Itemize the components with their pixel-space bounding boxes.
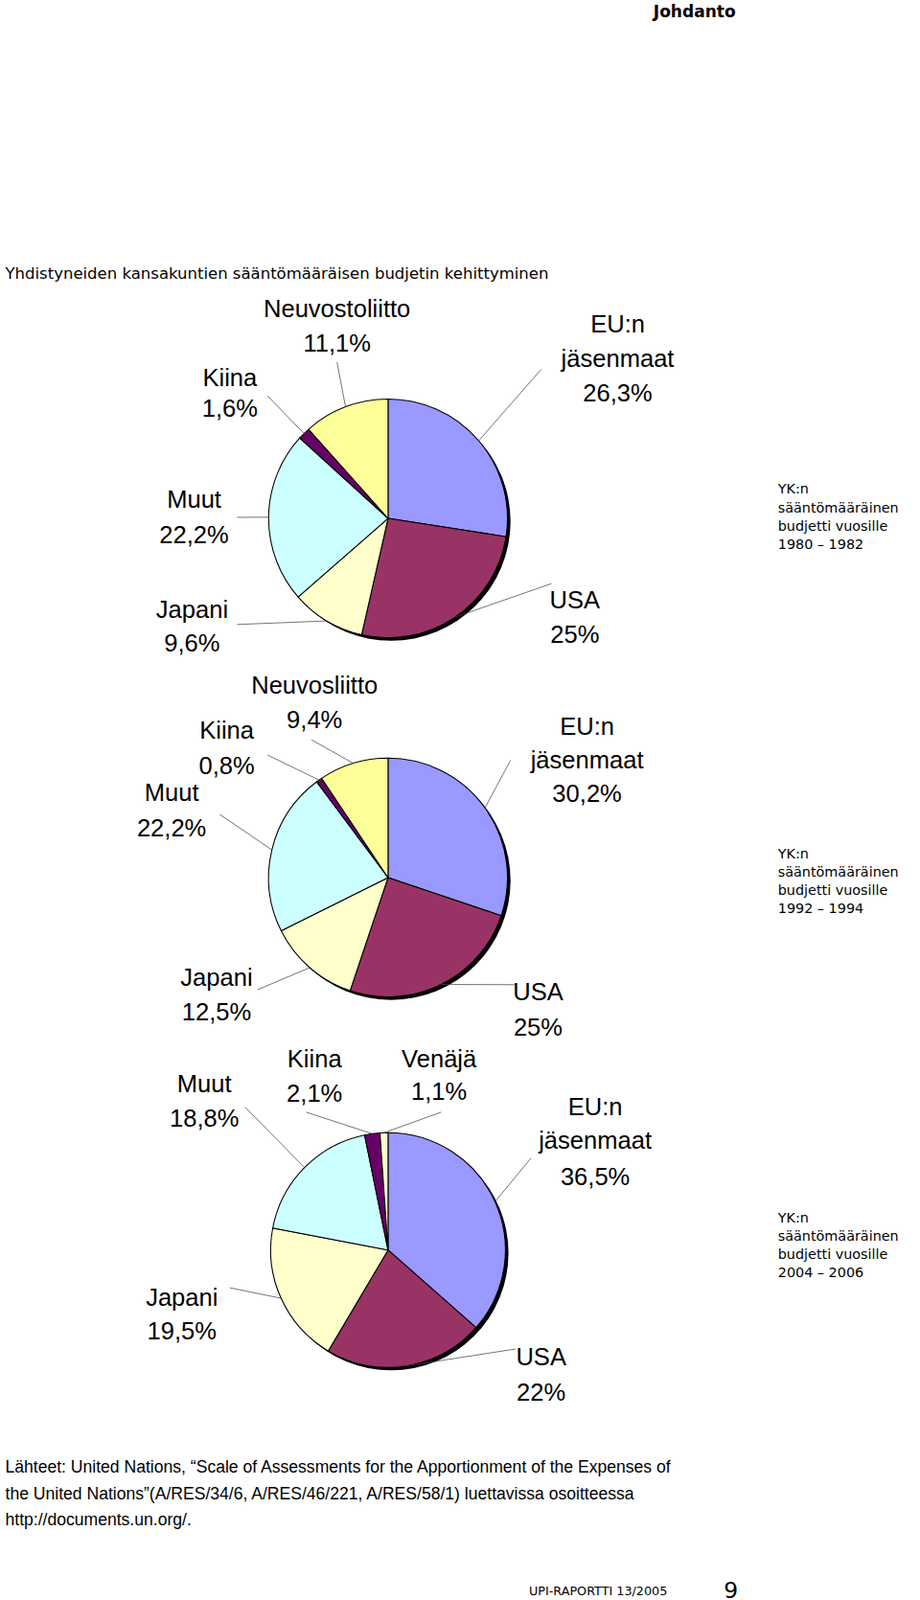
slice-label: Muut <box>166 485 222 513</box>
source-note: Lähteet: United Nations, “Scale of Asses… <box>5 1457 671 1530</box>
slice-label: Muut <box>144 779 200 806</box>
leader-line <box>245 1107 305 1169</box>
pie-chart <box>268 758 510 1000</box>
pie-slice <box>364 1132 388 1250</box>
leader-line <box>479 369 542 441</box>
leader-line <box>455 583 552 618</box>
slice-value: 11,1% <box>302 329 371 357</box>
slice-value: 25% <box>550 621 599 648</box>
slice-value: 18,8% <box>169 1104 239 1132</box>
page-number: 9 <box>723 1577 738 1600</box>
leader-line <box>267 395 304 434</box>
slice-label: EU:njäsenmaat <box>560 310 675 372</box>
leader-line <box>236 621 327 625</box>
slice-value: 22,2% <box>159 521 229 549</box>
leader-line <box>495 1158 531 1202</box>
footer: UPI-RAPORTTI 13/2005 <box>529 1584 667 1599</box>
slice-value: 22% <box>516 1379 566 1406</box>
slice-label: Kiina <box>202 364 258 391</box>
chart-title: YK:nsääntömääräinenbudjetti vuosille2004… <box>777 1210 899 1282</box>
page: Johdanto Yhdistyneiden kansakuntien säänt… <box>0 0 920 1600</box>
slice-label: USA <box>550 586 601 614</box>
leader-line <box>440 984 516 986</box>
chart-title: YK:nsääntömääräinenbudjetti vuosille1992… <box>777 846 899 918</box>
slice-value: 1,6% <box>202 394 258 422</box>
slice-label: USA <box>515 1343 567 1371</box>
leader-line <box>230 1288 281 1299</box>
leader-line <box>384 1112 442 1133</box>
slice-value: 36,5% <box>560 1163 630 1191</box>
leader-line <box>484 759 511 808</box>
slice-value: 1,1% <box>411 1078 467 1105</box>
slice-value: 12,5% <box>182 998 252 1026</box>
leader-line <box>236 516 269 518</box>
slice-value: 19,5% <box>147 1317 217 1345</box>
leader-line <box>267 755 320 781</box>
slice-label: Kiina <box>287 1045 344 1073</box>
leader-line <box>219 814 273 851</box>
slice-label: Kiina <box>199 716 255 744</box>
slice-label: USA <box>512 978 564 1006</box>
pie-slice <box>379 1132 388 1250</box>
slice-value: 9,4% <box>286 706 343 734</box>
slice-value: 22,2% <box>137 814 207 842</box>
leader-line <box>306 1112 373 1134</box>
pie-slice <box>322 758 389 878</box>
slice-label: Muut <box>177 1070 232 1098</box>
slice-label: Neuvostoliitto <box>263 295 411 322</box>
slice-value: 0,8% <box>199 752 255 780</box>
pie-chart <box>270 1132 508 1371</box>
page-header: Johdanto <box>652 1 736 22</box>
chart-title: YK:nsääntömääräinenbudjetti vuosille1980… <box>777 481 899 552</box>
caption: Yhdistyneiden kansakuntien sääntömääräis… <box>4 264 550 283</box>
slice-label: Venäjä <box>401 1045 478 1073</box>
leader-line <box>311 739 354 764</box>
slice-value: 9,6% <box>163 629 220 657</box>
pie-chart <box>268 398 510 641</box>
leader-line <box>406 1349 516 1367</box>
slice-label: Japani <box>156 596 229 623</box>
slice-value: 30,2% <box>552 780 621 807</box>
slice-label: EU:njäsenmaat <box>537 1093 652 1154</box>
slice-label: Japani <box>180 964 253 991</box>
pie-slice <box>308 398 389 519</box>
leader-line <box>257 967 311 990</box>
slice-label: EU:njäsenmaat <box>529 713 644 774</box>
slice-label: Japani <box>145 1284 218 1311</box>
pie-slice <box>388 398 508 537</box>
slice-value: 26,3% <box>582 379 652 407</box>
slice-value: 2,1% <box>286 1080 343 1107</box>
slice-value: 25% <box>513 1013 563 1041</box>
leader-line <box>337 362 346 408</box>
slice-label: Neuvosliitto <box>251 671 378 699</box>
